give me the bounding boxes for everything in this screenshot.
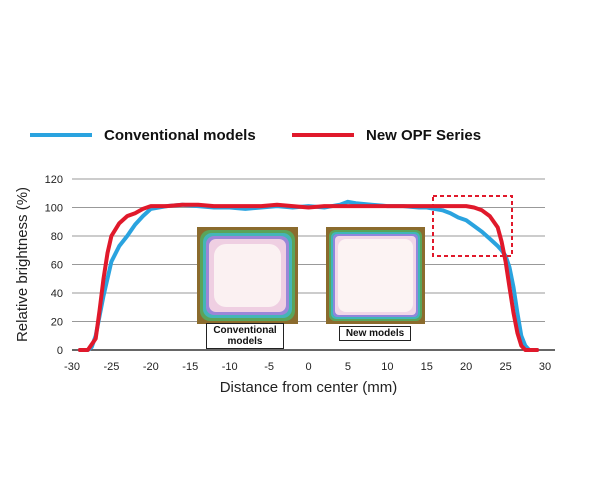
legend-label-conventional: Conventional models bbox=[104, 126, 256, 144]
y-tick-label: 100 bbox=[45, 203, 63, 215]
x-tick-label: -20 bbox=[143, 361, 159, 373]
x-tick-label: 30 bbox=[539, 361, 551, 373]
edge-highlight-box bbox=[432, 195, 513, 257]
inset-label-conventional: Conventional models bbox=[206, 323, 284, 349]
legend-item-conventional: Conventional models bbox=[30, 123, 256, 147]
x-tick-label: -5 bbox=[264, 361, 274, 373]
x-tick-label: -10 bbox=[222, 361, 238, 373]
x-tick-label: -15 bbox=[182, 361, 198, 373]
legend-item-opf: New OPF Series bbox=[292, 123, 481, 147]
inset-label-new: New models bbox=[339, 326, 411, 341]
x-axis-label: Distance from center (mm) bbox=[220, 379, 398, 396]
legend-swatch-conventional bbox=[30, 133, 92, 137]
y-tick-label: 80 bbox=[51, 231, 63, 243]
new-heatmap-center bbox=[338, 239, 413, 312]
conventional-heatmap-center bbox=[214, 244, 281, 307]
x-tick-label: 10 bbox=[381, 361, 393, 373]
y-tick-label: 20 bbox=[51, 317, 63, 329]
legend-swatch-opf bbox=[292, 133, 354, 137]
series-line-conventional bbox=[77, 199, 540, 352]
x-tick-label: 15 bbox=[421, 361, 433, 373]
y-axis-label: Relative brightness (%) bbox=[14, 187, 31, 342]
series-line-opf bbox=[77, 202, 540, 352]
y-tick-label: 120 bbox=[45, 174, 63, 186]
y-tick-label: 0 bbox=[57, 345, 63, 357]
x-tick-label: 5 bbox=[345, 361, 351, 373]
x-tick-label: -25 bbox=[103, 361, 119, 373]
x-tick-label: 25 bbox=[499, 361, 511, 373]
x-tick-label: 0 bbox=[305, 361, 311, 373]
x-tick-label: -30 bbox=[64, 361, 80, 373]
y-tick-label: 40 bbox=[51, 288, 63, 300]
legend: Conventional models New OPF Series bbox=[30, 123, 570, 147]
y-tick-label: 60 bbox=[51, 260, 63, 272]
legend-label-opf: New OPF Series bbox=[366, 126, 482, 144]
x-tick-label: 20 bbox=[460, 361, 472, 373]
